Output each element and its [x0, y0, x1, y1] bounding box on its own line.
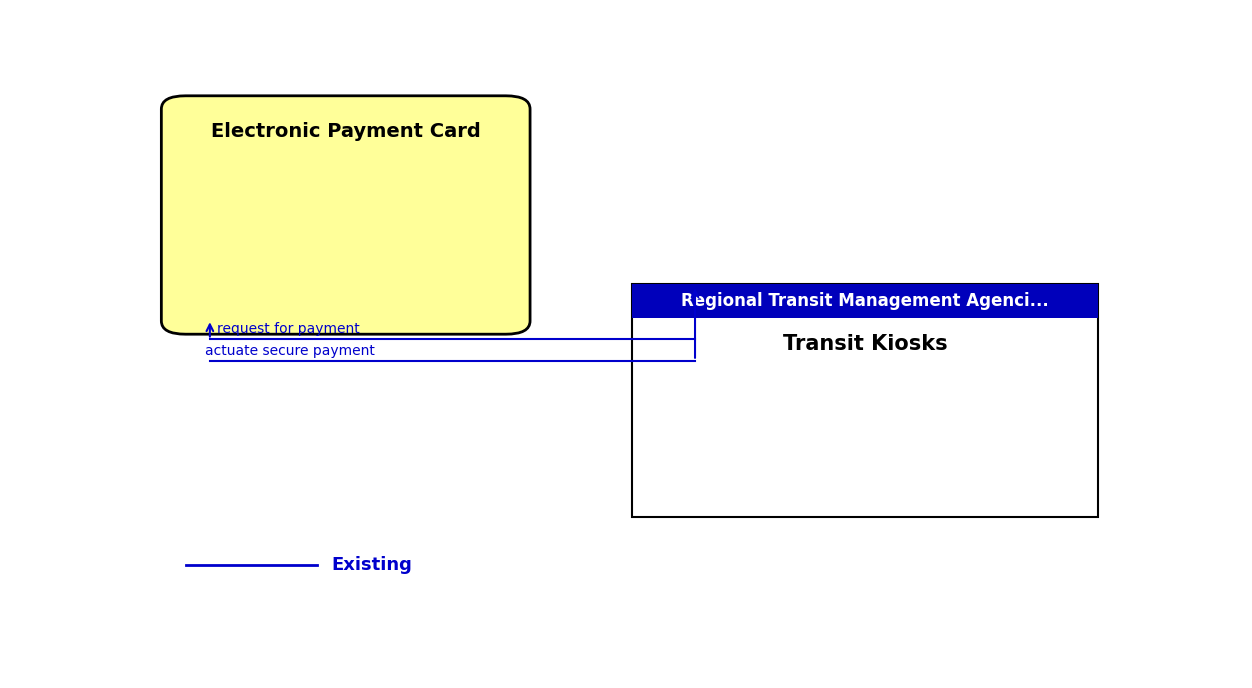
Bar: [632, 284, 1098, 517]
FancyBboxPatch shape: [162, 96, 530, 334]
Text: Transit Kiosks: Transit Kiosks: [782, 334, 947, 354]
Text: Existing: Existing: [331, 556, 412, 574]
Text: actuate secure payment: actuate secure payment: [205, 343, 374, 358]
Text: Regional Transit Management Agenci...: Regional Transit Management Agenci...: [681, 292, 1049, 310]
Bar: [632, 284, 1098, 319]
Text: Electronic Payment Card: Electronic Payment Card: [210, 122, 481, 141]
Text: request for payment: request for payment: [217, 322, 359, 336]
